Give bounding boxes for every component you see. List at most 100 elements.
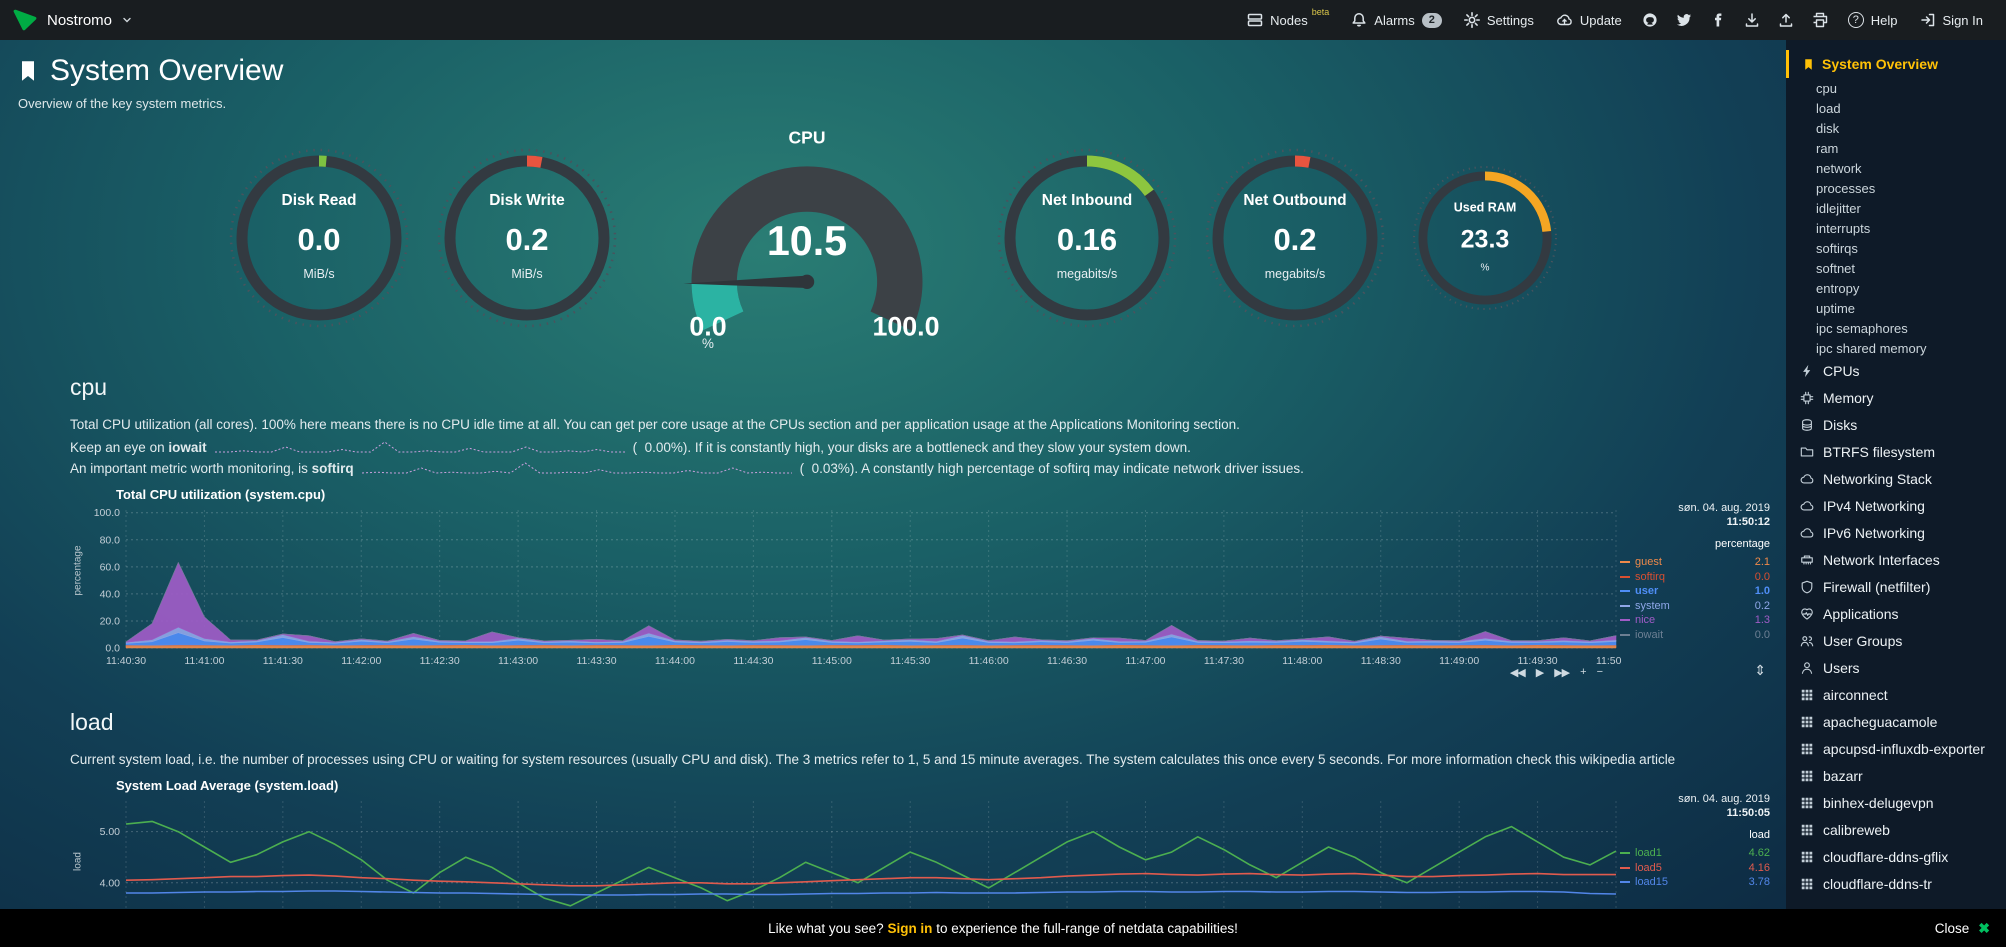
legend-row-guest[interactable]: guest 2.1 — [1620, 555, 1770, 570]
chart-plot-area[interactable]: 0.0 20.0 40.0 60.0 80.0 100.0 11:40:30 11:41:00… — [80, 504, 1622, 676]
gauge-disk-read[interactable]: Disk Read 0.0 MiB/s — [226, 145, 412, 336]
note-post: . A constantly high percentage of softir… — [854, 461, 1304, 476]
svg-text:80.0: 80.0 — [100, 534, 121, 546]
bolt-icon — [1803, 364, 1811, 378]
gauge-cpu[interactable]: CPU 10.5 0.0 100.0% — [642, 127, 972, 354]
sidebar-subitem-disk[interactable]: disk — [1816, 120, 1840, 136]
legend-value: 0.0 — [1754, 570, 1770, 583]
legend-swatch — [1620, 852, 1630, 855]
update-button[interactable]: Update — [1545, 0, 1633, 40]
resize-handle-icon[interactable]: ⇕ — [1754, 662, 1766, 678]
sidebar-item-firewall-netfilter[interactable]: Firewall (netfilter) — [1786, 574, 2006, 601]
svg-text:11:45:00: 11:45:00 — [812, 655, 852, 667]
sidebar-item-calibreweb[interactable]: calibreweb — [1786, 817, 2006, 844]
sidebar-item-user-groups[interactable]: User Groups — [1786, 628, 2006, 655]
facebook-button[interactable] — [1701, 0, 1735, 40]
note-term: softirq — [311, 461, 354, 476]
sidebar-item-cpus[interactable]: CPUs — [1786, 358, 2006, 385]
github-button[interactable] — [1633, 0, 1667, 40]
sidebar-item-apacheguacamole[interactable]: apacheguacamole — [1786, 709, 2006, 736]
sidebar-subitem-entropy[interactable]: entropy — [1816, 280, 1860, 296]
sidebar-item-cloudflare-ddns-gflix[interactable]: cloudflare-ddns-gflix — [1786, 844, 2006, 871]
note-pre: An important metric worth monitoring, is — [70, 461, 312, 476]
banner-close-button[interactable]: Close ✖ — [1935, 920, 1990, 937]
sidebar-item-btrfs-filesystem[interactable]: BTRFS filesystem — [1786, 439, 2006, 466]
svg-text:4.00: 4.00 — [100, 877, 121, 889]
zoom-in-button[interactable]: + — [1580, 666, 1587, 678]
gauge-disk-write[interactable]: Disk Write 0.2 MiB/s — [434, 145, 620, 336]
softirq-sparkline[interactable] — [361, 461, 792, 475]
sidebar-item-users[interactable]: Users — [1786, 655, 2006, 682]
sidebar-item-label: Firewall (netfilter) — [1823, 579, 1931, 595]
banner-signin-link[interactable]: Sign in — [887, 920, 933, 936]
iowait-sparkline[interactable] — [214, 440, 625, 454]
sidebar-item-label: calibreweb — [1823, 822, 1890, 838]
sidebar-subitem-processes[interactable]: processes — [1816, 180, 1876, 196]
upload-icon — [1779, 13, 1793, 27]
twitter-button[interactable] — [1667, 0, 1701, 40]
grid-icon — [1801, 716, 1813, 728]
alarms-button[interactable]: Alarms 2 — [1340, 0, 1453, 40]
settings-label: Settings — [1486, 12, 1534, 28]
legend-row-softirq[interactable]: softirq 0.0 — [1620, 570, 1770, 585]
sidebar-item-network-interfaces[interactable]: Network Interfaces — [1786, 547, 2006, 574]
pan-forward-button[interactable]: ▶▶ — [1554, 667, 1570, 679]
legend-row-iowait[interactable]: iowait 0.0 — [1620, 628, 1770, 643]
sidebar-subitem-ipc-shared-memory[interactable]: ipc shared memory — [1816, 340, 1927, 356]
close-label: Close — [1934, 920, 1970, 936]
legend-value: 0.0 — [1754, 628, 1770, 641]
sidebar-subitem-ipc-semaphores[interactable]: ipc semaphores — [1816, 320, 1908, 336]
sidebar-item-airconnect[interactable]: airconnect — [1786, 682, 2006, 709]
legend-row-load1[interactable]: load1 4.62 — [1620, 846, 1770, 861]
signin-button[interactable]: Sign In — [1909, 0, 1994, 40]
sidebar-subitem-idlejitter[interactable]: idlejitter — [1816, 200, 1861, 216]
download-button[interactable] — [1735, 0, 1769, 40]
legend-row-nice[interactable]: nice 1.3 — [1620, 613, 1770, 628]
sidebar-item-networking-stack[interactable]: Networking Stack — [1786, 466, 2006, 493]
gauge-cpu-dial: CPU 10.5 0.0 100.0% — [683, 128, 940, 351]
node-menu[interactable]: Nostromo — [12, 7, 133, 33]
settings-button[interactable]: Settings — [1453, 0, 1545, 40]
gauge-net-outbound[interactable]: Net Outbound 0.2 megabits/s — [1202, 145, 1388, 336]
legend-row-system[interactable]: system 0.2 — [1620, 599, 1770, 614]
sidebar-subitem-softnet[interactable]: softnet — [1816, 260, 1856, 276]
sidebar-item-system-overview[interactable]: System Overview — [1786, 50, 2006, 78]
sidebar-item-binhex-delugevpn[interactable]: binhex-delugevpn — [1786, 790, 2006, 817]
series-nice — [125, 561, 1617, 643]
sidebar-item-apcupsd-influxdb-exporter[interactable]: apcupsd-influxdb-exporter — [1786, 736, 2006, 763]
sidebar-item-cloudflare-ddns-tr[interactable]: cloudflare-ddns-tr — [1786, 871, 2006, 898]
sidebar-subitem-load[interactable]: load — [1816, 100, 1841, 116]
help-button[interactable]: ? Help — [1837, 0, 1909, 40]
sidebar-subitem-softirqs[interactable]: softirqs — [1816, 240, 1858, 256]
sidebar-item-applications[interactable]: Applications — [1786, 601, 2006, 628]
legend-row-user[interactable]: user 1.0 — [1620, 584, 1770, 599]
gauge-net-inbound[interactable]: Net Inbound 0.16 megabits/s — [994, 145, 1180, 336]
svg-text:0.16: 0.16 — [1057, 222, 1117, 257]
nodes-icon — [1247, 13, 1263, 27]
sidebar-item-ipv6-networking[interactable]: IPv6 Networking — [1786, 520, 2006, 547]
grid-icon — [1801, 824, 1813, 836]
gauge-used-ram[interactable]: Used RAM 23.3% — [1410, 163, 1560, 318]
print-button[interactable] — [1803, 0, 1837, 40]
sidebar-item-disks[interactable]: Disks — [1786, 412, 2006, 439]
series-iowait — [125, 561, 1617, 643]
sidebar-subitem-cpu[interactable]: cpu — [1816, 80, 1837, 96]
gear-icon — [1463, 12, 1480, 28]
play-button[interactable]: ▶ — [1535, 667, 1545, 679]
legend-row-load5[interactable]: load5 4.16 — [1620, 861, 1770, 876]
sidebar-subitem-interrupts[interactable]: interrupts — [1816, 220, 1871, 236]
nodes-button[interactable]: Nodes beta — [1236, 0, 1340, 40]
legend-row-load15[interactable]: load15 3.78 — [1620, 875, 1770, 890]
sidebar-subitem-uptime[interactable]: uptime — [1816, 300, 1856, 316]
sidebar-item-bazarr[interactable]: bazarr — [1786, 763, 2006, 790]
sidebar-subitem-ram[interactable]: ram — [1816, 140, 1839, 156]
pan-backward-button[interactable]: ◀◀ — [1509, 667, 1526, 679]
sidebar-item-memory[interactable]: Memory — [1786, 385, 2006, 412]
sidebar-active-label: System Overview — [1822, 56, 1938, 72]
sidebar-item-ipv4-networking[interactable]: IPv4 Networking — [1786, 493, 2006, 520]
upload-button[interactable] — [1769, 0, 1803, 40]
gauge-used-ram-dial: Used RAM 23.3% — [1413, 166, 1557, 310]
sidebar-subitem-network[interactable]: network — [1816, 160, 1862, 176]
svg-text:11:49:00: 11:49:00 — [1439, 655, 1479, 667]
zoom-out-button[interactable]: − — [1596, 666, 1604, 678]
